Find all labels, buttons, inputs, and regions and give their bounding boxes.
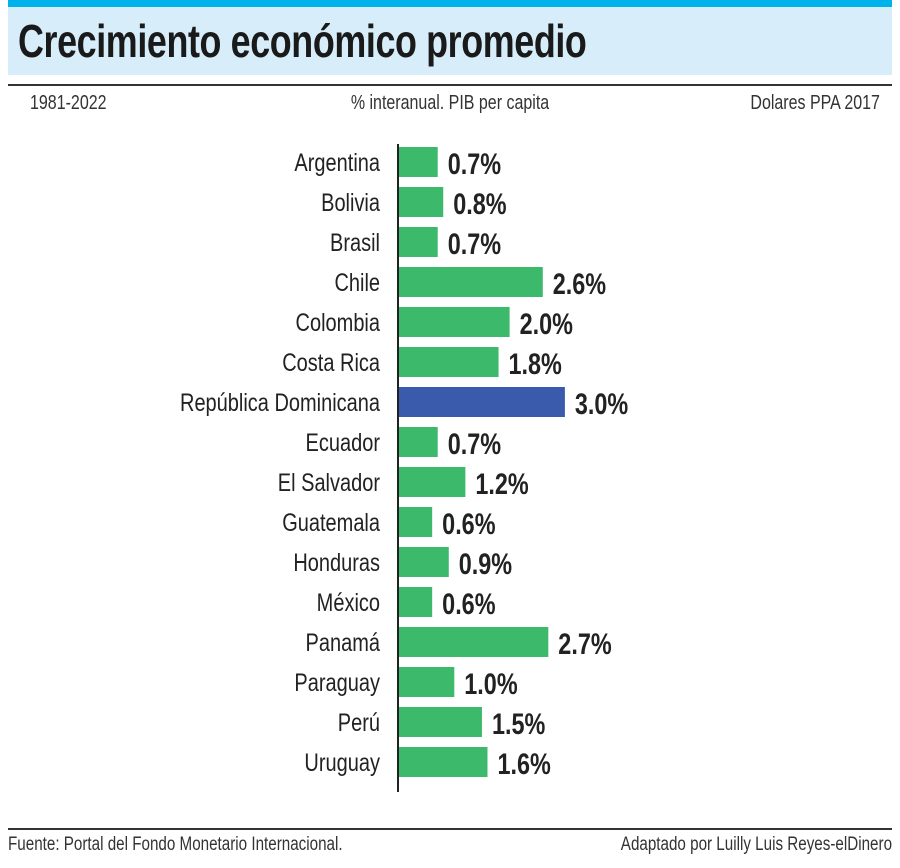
bar — [399, 547, 449, 577]
credit-note: Adaptado por Luilly Luis Reyes-elDinero — [620, 834, 892, 855]
bar — [399, 667, 455, 697]
category-label: Colombia — [296, 309, 381, 337]
period-label: 1981-2022 — [30, 92, 107, 114]
category-label: Bolivia — [321, 189, 380, 217]
bar — [399, 507, 433, 537]
category-label: Panamá — [306, 629, 381, 657]
category-label: Guatemala — [282, 509, 380, 537]
footer-divider — [8, 828, 892, 830]
data-label: 0.7% — [448, 227, 501, 260]
data-label: 2.6% — [553, 267, 606, 300]
title-box — [8, 7, 892, 75]
bar — [399, 707, 482, 737]
bar — [399, 307, 510, 337]
data-label: 0.8% — [453, 187, 506, 220]
category-label: Ecuador — [306, 429, 381, 457]
data-label: 1.5% — [492, 707, 545, 740]
unit-label: Dolares PPA 2017 — [750, 92, 880, 114]
data-label: 0.6% — [442, 507, 495, 540]
source-note: Fuente: Portal del Fondo Monetario Inter… — [8, 834, 343, 855]
data-label: 2.0% — [520, 307, 573, 340]
bar — [399, 587, 433, 617]
category-label: Chile — [334, 269, 380, 297]
category-label: Costa Rica — [282, 349, 380, 377]
data-label: 3.0% — [575, 387, 628, 420]
category-label: Argentina — [294, 149, 380, 177]
data-label: 0.6% — [442, 587, 495, 620]
bar — [399, 747, 488, 777]
data-label: 0.7% — [448, 427, 501, 460]
chart-title: Crecimiento económico promedio — [18, 15, 587, 67]
bar — [399, 427, 438, 457]
data-label: 1.2% — [475, 467, 528, 500]
bar — [399, 387, 565, 417]
measure-label: % interanual. PIB per capita — [350, 92, 550, 114]
data-label: 1.6% — [497, 747, 550, 780]
bar — [399, 347, 499, 377]
data-label: 1.8% — [509, 347, 562, 380]
data-label: 0.9% — [459, 547, 512, 580]
bar — [399, 147, 438, 177]
category-label: El Salvador — [278, 469, 381, 497]
category-label: Paraguay — [294, 669, 380, 697]
header-divider — [8, 84, 892, 86]
category-label: Brasil — [330, 229, 380, 257]
bar — [399, 187, 444, 217]
bar — [399, 227, 438, 257]
bar — [399, 467, 466, 497]
data-label: 1.0% — [464, 667, 517, 700]
category-label: Honduras — [293, 549, 380, 577]
data-label: 0.7% — [448, 147, 501, 180]
category-label: República Dominicana — [180, 389, 380, 417]
data-label: 2.7% — [558, 627, 611, 660]
bar — [399, 267, 543, 297]
bar — [399, 627, 549, 657]
accent-bar — [8, 0, 892, 7]
category-label: Perú — [338, 709, 380, 737]
category-label: Uruguay — [304, 749, 380, 777]
category-label: México — [317, 589, 380, 617]
